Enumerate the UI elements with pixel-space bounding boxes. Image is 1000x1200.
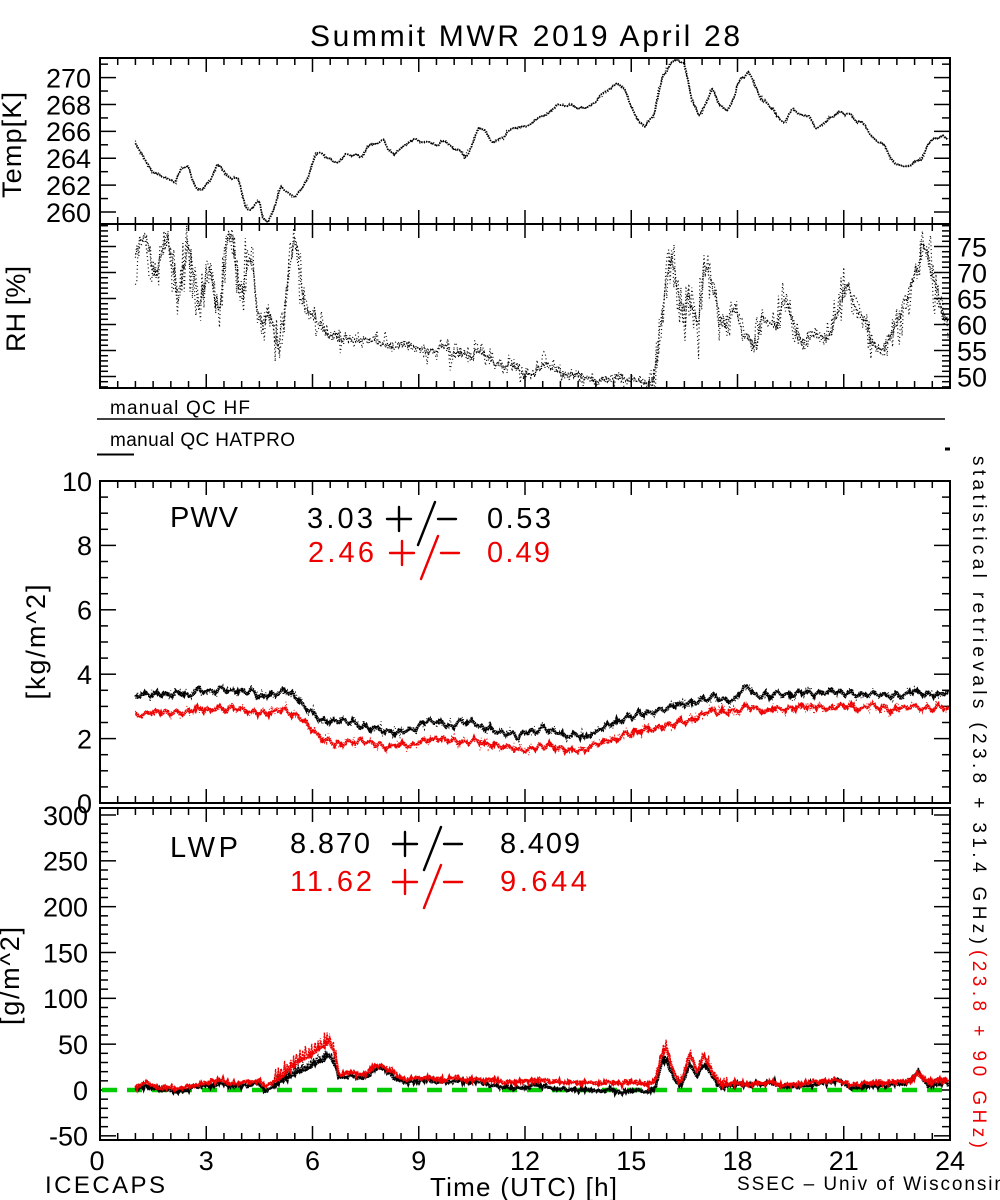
svg-text:8.409: 8.409 [500, 828, 580, 860]
svg-text:0: 0 [89, 1146, 104, 1176]
svg-text:12: 12 [510, 1146, 540, 1176]
svg-text:2: 2 [77, 724, 92, 754]
svg-text:manual QC HATPRO: manual QC HATPRO [110, 430, 295, 451]
svg-text:0: 0 [73, 1076, 88, 1106]
svg-text:9.644: 9.644 [500, 866, 587, 898]
svg-text:[kg/m^2]: [kg/m^2] [21, 585, 51, 700]
svg-text:264: 264 [46, 144, 91, 174]
svg-text:15: 15 [616, 1146, 646, 1176]
svg-text:70: 70 [957, 258, 987, 288]
svg-text:8.870: 8.870 [290, 828, 370, 860]
svg-text:270: 270 [46, 63, 91, 93]
svg-text:RH [%]: RH [%] [1, 266, 31, 352]
svg-text:2.46: 2.46 [308, 537, 374, 569]
svg-text:18: 18 [722, 1146, 752, 1176]
svg-text:0: 0 [77, 789, 92, 819]
svg-text:0.49: 0.49 [487, 537, 550, 569]
svg-text:100: 100 [43, 984, 88, 1014]
svg-text:-50: -50 [49, 1122, 88, 1152]
svg-text:50: 50 [58, 1030, 88, 1060]
svg-text:3: 3 [199, 1146, 214, 1176]
svg-text:ICECAPS: ICECAPS [45, 1172, 165, 1199]
svg-text:11.62: 11.62 [290, 866, 372, 898]
svg-text:4: 4 [77, 660, 92, 690]
svg-text:statistical retrievals (23.8 +: statistical retrievals (23.8 + 31.4 GHz) [968, 456, 989, 944]
svg-text:LWP: LWP [170, 832, 238, 864]
svg-text:3.03: 3.03 [307, 503, 373, 535]
svg-text:8: 8 [77, 531, 92, 561]
svg-text:55: 55 [957, 336, 987, 366]
svg-text:300: 300 [43, 801, 88, 831]
svg-text:200: 200 [43, 892, 88, 922]
svg-text:75: 75 [957, 232, 987, 262]
svg-text:266: 266 [46, 117, 91, 147]
svg-text:262: 262 [46, 171, 91, 201]
svg-text:10: 10 [62, 467, 92, 497]
svg-text:SSEC – Univ of Wisconsin: SSEC – Univ of Wisconsin [737, 1174, 1000, 1195]
svg-text:PWV: PWV [170, 502, 239, 534]
svg-text:65: 65 [957, 284, 987, 314]
svg-text:260: 260 [46, 198, 91, 228]
svg-text:21: 21 [829, 1146, 859, 1176]
svg-text:24: 24 [935, 1146, 965, 1176]
svg-text:60: 60 [957, 310, 987, 340]
svg-text:250: 250 [43, 847, 88, 877]
svg-text:6: 6 [305, 1146, 320, 1176]
svg-text:Summit MWR 2019 April 28: Summit MWR 2019 April 28 [310, 20, 740, 53]
svg-text:[g/m^2]: [g/m^2] [0, 927, 25, 1025]
svg-text:Temp[K]: Temp[K] [0, 92, 27, 198]
svg-text:6: 6 [77, 596, 92, 626]
svg-text:Time (UTC) [h]: Time (UTC) [h] [430, 1172, 617, 1200]
svg-text:268: 268 [46, 90, 91, 120]
svg-text:50: 50 [957, 362, 987, 392]
svg-text:150: 150 [43, 938, 88, 968]
svg-text:9: 9 [411, 1146, 426, 1176]
svg-text:0.53: 0.53 [487, 503, 551, 535]
svg-text:manual QC HF: manual QC HF [110, 398, 250, 419]
